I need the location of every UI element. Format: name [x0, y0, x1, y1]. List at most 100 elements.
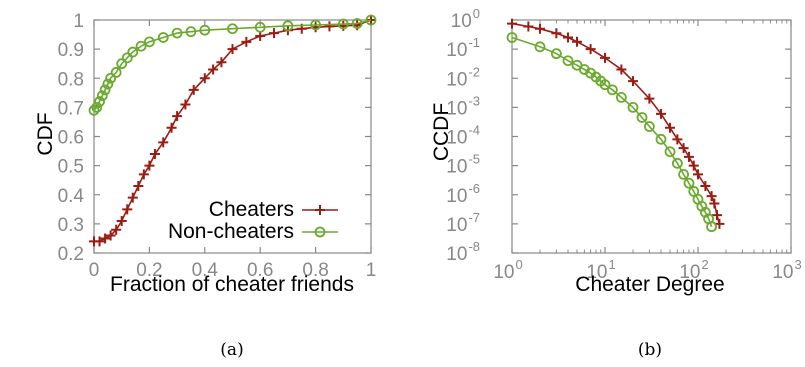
- data-point: [138, 169, 149, 180]
- cdf-series-non-cheaters: [88, 14, 377, 116]
- data-point: [600, 52, 610, 63]
- y-tick-label: 0.7: [58, 98, 84, 119]
- x-tick-label: 100: [493, 257, 522, 283]
- data-point: [121, 52, 133, 64]
- data-point: [683, 177, 695, 189]
- y-tick-label: 0.5: [58, 157, 84, 178]
- data-point: [337, 18, 349, 30]
- y-tick-label: 0.9: [58, 40, 84, 61]
- legend-label-non-cheaters: Non-cheaters: [168, 220, 294, 243]
- data-point: [655, 108, 666, 119]
- data-point: [111, 224, 122, 235]
- data-point: [599, 79, 611, 91]
- y-tick-exponent: -1: [468, 35, 480, 50]
- y-tick-exponent: -4: [468, 123, 480, 138]
- legend-swatch-non-cheaters: [302, 226, 338, 238]
- data-point: [606, 84, 618, 96]
- data-point: [672, 134, 683, 145]
- x-tick-exponent: 3: [794, 257, 801, 272]
- data-point: [665, 122, 676, 133]
- data-point: [116, 215, 127, 226]
- data-point: [127, 192, 138, 203]
- y-tick-exponent: -7: [468, 210, 480, 225]
- ccdf-panel-caption: (b): [638, 340, 662, 360]
- data-point: [241, 36, 252, 47]
- x-tick-label: 0.2: [136, 260, 162, 281]
- cdf-x-axis-title: Fraction of cheater friends: [110, 273, 354, 296]
- ccdf-plot-frame: [511, 19, 792, 254]
- x-tick-exponent: 0: [515, 257, 522, 272]
- data-point: [172, 111, 183, 122]
- data-point: [255, 31, 266, 42]
- data-point: [644, 93, 655, 104]
- data-point: [149, 148, 160, 159]
- data-point: [683, 151, 694, 162]
- data-point: [706, 191, 717, 202]
- data-point: [310, 19, 322, 31]
- x-tick-label: 0: [89, 260, 100, 281]
- y-tick-label: 0.8: [58, 69, 84, 90]
- data-point: [110, 67, 122, 78]
- data-point: [157, 32, 169, 43]
- data-point: [91, 101, 103, 113]
- series-line: [511, 22, 721, 225]
- y-tick-label: 10-8: [446, 239, 480, 265]
- data-point: [572, 36, 583, 47]
- ccdf-series-layer: [506, 18, 725, 233]
- data-point: [627, 76, 638, 87]
- y-tick-label: 0.2: [58, 244, 84, 265]
- data-point: [636, 112, 648, 123]
- data-point: [688, 160, 699, 171]
- cdf-ticks: 0 0.2 0.4 0.6 0.8 10.20.30.40.50.60.70.80.91: [58, 11, 377, 281]
- data-point: [105, 72, 117, 84]
- data-point: [158, 137, 169, 148]
- data-point: [122, 204, 133, 215]
- y-tick-label: 1: [73, 11, 84, 32]
- data-point: [88, 104, 100, 116]
- data-point: [562, 55, 574, 67]
- data-point: [94, 236, 105, 247]
- y-tick-label: 10-2: [446, 64, 480, 90]
- y-tick-label: 100: [451, 6, 480, 32]
- y-tick-exponent: -5: [468, 152, 480, 167]
- data-point: [671, 157, 683, 169]
- data-point: [324, 21, 335, 32]
- data-point: [643, 121, 655, 132]
- data-point: [216, 57, 227, 68]
- data-point: [199, 73, 210, 84]
- data-point: [507, 18, 517, 29]
- data-point: [711, 210, 722, 221]
- cdf-panel-caption: (a): [220, 340, 243, 360]
- data-point: [99, 84, 111, 96]
- data-point: [523, 21, 534, 32]
- data-point: [227, 44, 238, 55]
- data-point: [506, 32, 518, 43]
- ccdf-ticks: 100 101 102 10310-810-710-610-510-410-310-2…: [446, 6, 801, 283]
- data-point: [127, 46, 139, 58]
- data-point: [94, 96, 105, 107]
- cdf-y-axis-title: CDF: [34, 112, 57, 155]
- data-point: [180, 99, 191, 110]
- x-tick-label: 1: [366, 260, 377, 281]
- data-point: [185, 26, 197, 38]
- y-tick-label: 10-7: [446, 210, 480, 236]
- data-point: [550, 48, 562, 60]
- data-point: [188, 84, 199, 95]
- data-point: [133, 181, 144, 192]
- x-tick-exponent: 1: [608, 257, 615, 272]
- data-point: [100, 233, 111, 244]
- ccdf-series-cheaters: [507, 18, 725, 229]
- legend-label-cheaters: Cheaters: [209, 198, 294, 221]
- data-point: [96, 90, 108, 102]
- data-point: [365, 14, 377, 26]
- legend-swatch-cheaters: [302, 205, 338, 215]
- data-point: [700, 180, 711, 191]
- data-point: [562, 32, 573, 43]
- data-point: [171, 27, 183, 39]
- y-tick-label: 0.4: [58, 186, 85, 207]
- x-tick-label: 102: [679, 257, 708, 283]
- data-point: [706, 221, 717, 233]
- data-point: [551, 28, 562, 39]
- x-tick-label: 0.6: [247, 260, 273, 281]
